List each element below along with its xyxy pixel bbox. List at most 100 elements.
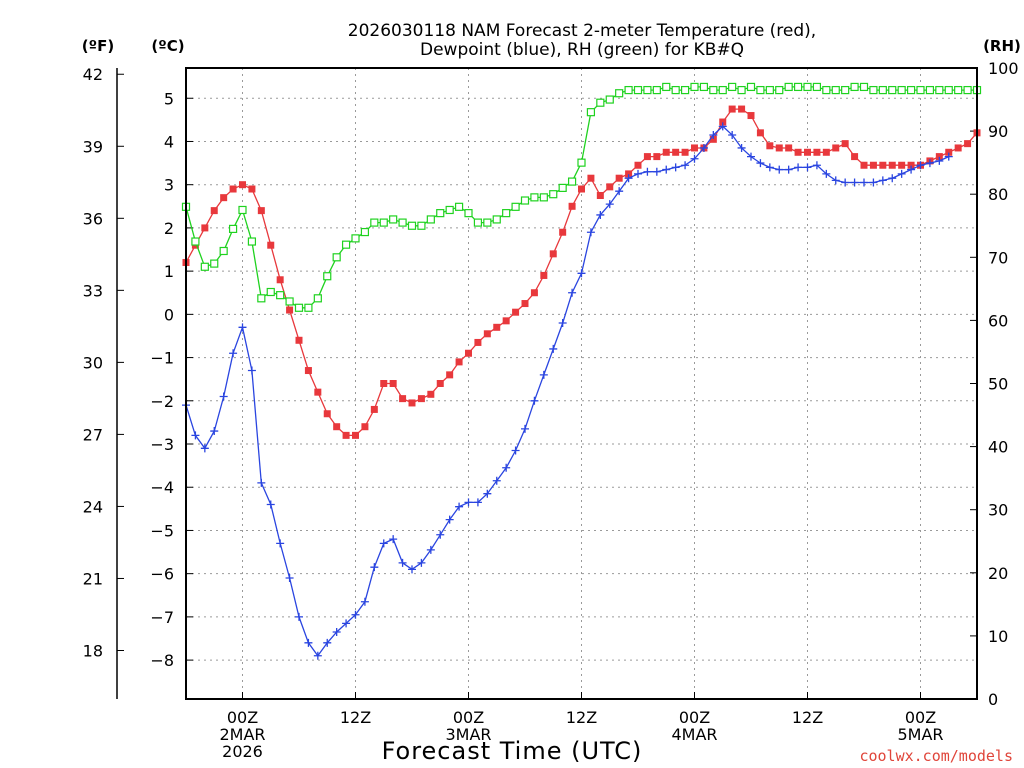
temperature-point	[869, 161, 877, 169]
rh-tick-label: 70	[988, 248, 1008, 267]
celsius-tick-label: −2	[150, 392, 174, 411]
temperature-point	[436, 380, 444, 387]
dewpoint-point	[765, 163, 774, 172]
x-tick-label: 12Z	[792, 708, 823, 727]
rh-point	[916, 85, 925, 95]
rh-point	[323, 272, 332, 281]
temperature-point	[851, 153, 859, 161]
dewpoint-point	[530, 396, 539, 405]
dewpoint-point	[511, 446, 520, 455]
dewpoint-point	[408, 565, 416, 574]
dewpoint-point	[671, 163, 680, 172]
dewpoint-point	[690, 154, 699, 163]
series-rh	[181, 82, 982, 312]
rh-point	[360, 227, 370, 237]
x-tick-label: 2026	[222, 742, 263, 761]
rh-point	[680, 85, 690, 95]
rh-point	[775, 85, 784, 95]
dewpoint-point	[812, 161, 821, 170]
fahrenheit-tick-label: 27	[83, 425, 103, 444]
rh-point	[417, 221, 426, 230]
x-tick-label: 2MAR	[219, 725, 265, 744]
temperature-point	[389, 380, 397, 387]
temperature-point	[709, 135, 717, 143]
dewpoint-point	[822, 169, 831, 178]
celsius-tick-label: 3	[164, 176, 174, 195]
temperature-point	[304, 367, 312, 375]
x-tick-label: 00Z	[679, 708, 710, 727]
rh-point	[266, 287, 275, 297]
rh-point	[605, 95, 614, 104]
rh-point	[473, 218, 483, 227]
rh-tick-label: 90	[988, 122, 1008, 141]
celsius-tick-label: 4	[164, 132, 174, 151]
dewpoint-point	[426, 545, 435, 554]
temperature-point	[860, 161, 868, 169]
rh-point	[238, 205, 247, 215]
rh-point	[784, 82, 793, 92]
rh-point	[624, 85, 633, 95]
rh-point	[954, 85, 963, 95]
rh-point	[436, 209, 445, 218]
dewpoint-point	[219, 392, 228, 401]
rh-point	[398, 218, 407, 227]
rh-tick-label: 10	[988, 627, 1008, 646]
rh-point	[963, 85, 972, 95]
rh-point	[841, 85, 850, 95]
rh-point	[304, 303, 313, 312]
rh-point	[831, 85, 840, 95]
temperature-point	[804, 148, 811, 156]
dewpoint-point	[276, 539, 285, 548]
temperature-point	[295, 336, 303, 344]
dewpoint-point	[878, 176, 887, 185]
dewpoint-point	[709, 130, 718, 139]
rh-point	[803, 82, 812, 92]
fahrenheit-tick-label: 36	[83, 209, 103, 228]
rh-point	[709, 85, 718, 95]
celsius-tick-label: 5	[164, 89, 174, 108]
temperature-point	[691, 144, 698, 152]
x-axis-label: Forecast Time (UTC)	[382, 737, 643, 765]
rh-point	[558, 183, 567, 192]
dewpoint-point	[897, 169, 906, 178]
rh-point	[850, 82, 859, 92]
plot-frame	[185, 67, 978, 700]
rh-point	[586, 108, 596, 117]
source-credit: coolwx.com/models	[859, 747, 1013, 765]
temperature-point	[615, 174, 623, 182]
temperature-point	[483, 330, 491, 338]
temperature-point	[587, 174, 595, 182]
dewpoint-point	[925, 159, 934, 168]
rh-point	[200, 262, 209, 271]
dewpoint-point	[389, 535, 398, 544]
temperature-point	[935, 153, 943, 161]
rh-point	[351, 234, 360, 243]
dewpoint-point	[455, 502, 464, 511]
dewpoint-point	[624, 174, 633, 183]
x-tick-label: 5MAR	[897, 725, 943, 744]
chart-title-line-2: Dewpoint (blue), RH (green) for KB#Q	[420, 40, 744, 60]
rh-point	[341, 240, 351, 249]
temperature-point	[286, 306, 294, 314]
dewpoint-point	[191, 431, 200, 440]
dewpoint-point	[869, 178, 878, 187]
temperature-point	[888, 161, 896, 169]
temperature-point	[766, 142, 774, 150]
temperature-point	[361, 423, 369, 431]
temperature-point	[512, 308, 520, 316]
series-dewpoint	[182, 122, 953, 660]
dewpoint-point	[860, 178, 868, 187]
rh-tick-label: 50	[988, 375, 1008, 394]
temperature-point	[625, 170, 633, 178]
rh-point	[276, 291, 285, 300]
temperature-point	[239, 181, 246, 189]
dewpoint-point	[634, 169, 642, 178]
rh-point	[389, 215, 398, 224]
rh-point	[633, 85, 643, 95]
rh-point	[728, 82, 737, 92]
temperature-point	[342, 431, 350, 439]
dewpoint-point	[831, 176, 840, 185]
dewpoint-point	[398, 558, 407, 567]
rh-point	[812, 82, 822, 92]
